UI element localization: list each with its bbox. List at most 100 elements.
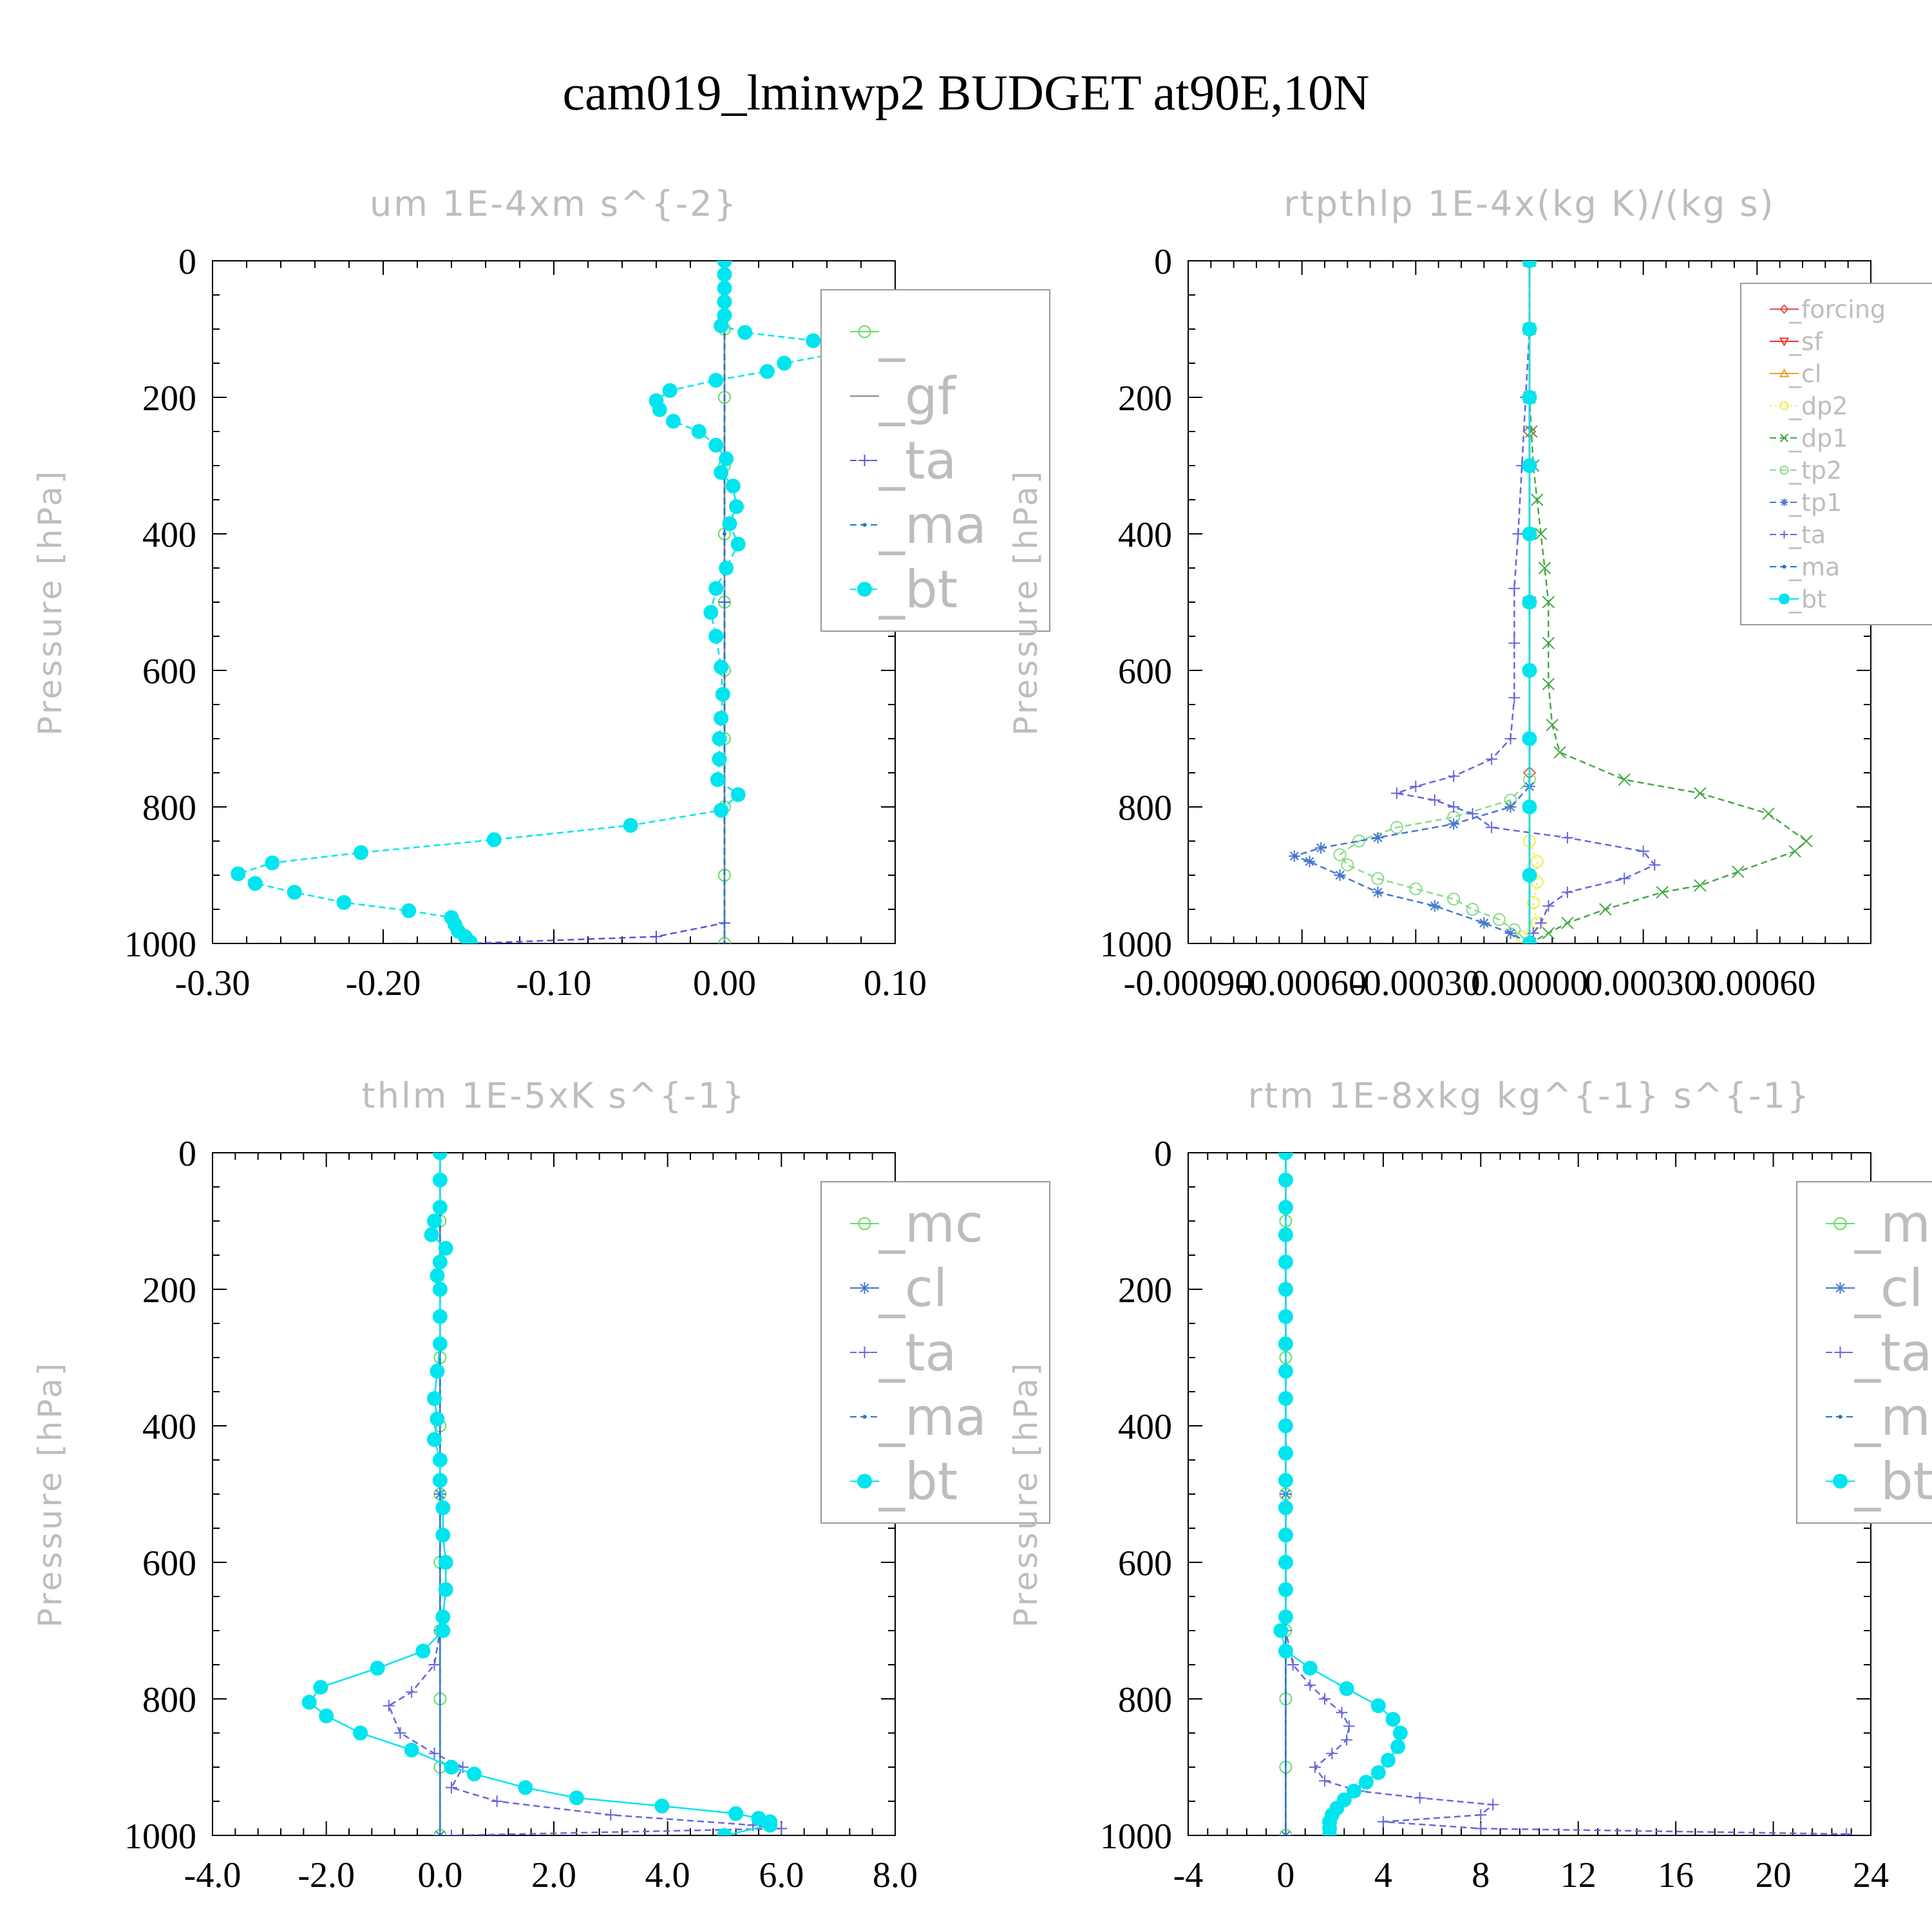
data-point: [1278, 1445, 1293, 1461]
series-bt-4: [231, 261, 848, 943]
legend-marker: [1780, 498, 1788, 506]
data-point: [1370, 1698, 1386, 1714]
legend-marker: [1782, 565, 1786, 569]
data-point: [427, 1391, 442, 1406]
data-point: [729, 499, 744, 515]
data-point: [319, 1709, 334, 1723]
legend-label: _sf: [1788, 327, 1824, 355]
legend-label: _ta: [1854, 1323, 1932, 1383]
data-point: [1535, 917, 1547, 929]
data-point: [1315, 842, 1327, 854]
y-tick-label: 600: [1118, 1544, 1172, 1584]
data-point: [666, 413, 681, 429]
series-bt-9: [1522, 261, 1537, 943]
y-tick-label: 400: [142, 1407, 196, 1447]
data-point: [353, 1725, 368, 1741]
legend-label: _ma: [878, 1387, 987, 1447]
data-point: [1278, 1363, 1293, 1379]
y-tick-label: 600: [142, 652, 196, 692]
data-point: [1273, 1623, 1289, 1638]
legend-label: _ta: [878, 1323, 956, 1383]
x-tick-label: 8.0: [873, 1855, 918, 1895]
data-point: [1762, 807, 1775, 820]
data-point: [430, 1268, 445, 1283]
x-tick-label: 0.00000: [1471, 963, 1588, 1003]
panel-title: rtpthlp 1E-4x(kg K)/(kg s): [1283, 184, 1775, 224]
data-point: [1800, 835, 1813, 848]
data-point: [287, 885, 302, 900]
data-point: [1385, 1712, 1401, 1727]
data-point: [1656, 886, 1669, 899]
legend: _mc_cl_ta_ma_bt: [820, 1181, 1050, 1524]
data-point: [1333, 848, 1347, 862]
series-line: [1280, 1153, 1401, 1835]
data-point: [301, 1694, 317, 1710]
data-point: [1475, 1809, 1487, 1821]
data-point: [1526, 896, 1540, 909]
x-tick-label: 0: [1276, 1855, 1294, 1895]
data-point: [762, 1817, 778, 1833]
data-point: [730, 787, 746, 802]
series-bt-4: [1273, 1153, 1408, 1835]
legend-label: _mc: [878, 1194, 983, 1254]
x-tick-label: 0.00: [693, 963, 756, 1003]
data-point: [435, 1609, 451, 1625]
series-tp2-5: [1333, 261, 1536, 943]
series-ta-2: [1280, 1153, 1853, 1835]
data-point: [432, 1309, 448, 1324]
data-point: [432, 1336, 448, 1352]
data-point: [717, 294, 732, 310]
legend-marker: [1834, 1347, 1846, 1358]
legend-box: [1796, 1181, 1932, 1524]
legend-marker: [1779, 401, 1789, 410]
y-tick-label: 1000: [1100, 925, 1172, 965]
data-point: [1522, 526, 1537, 542]
y-tick-label: 200: [1118, 379, 1172, 419]
legend-marker: [1779, 466, 1789, 475]
data-point: [759, 364, 775, 379]
data-point: [714, 465, 729, 480]
x-tick-label: -0.00030: [1351, 963, 1481, 1003]
data-point: [1302, 1660, 1318, 1676]
legend-marker: [1838, 1415, 1842, 1419]
data-point: [730, 536, 746, 552]
legend-label: _mc: [1854, 1194, 1932, 1254]
series-tp1-6: [1288, 261, 1535, 943]
data-point: [703, 605, 719, 620]
data-point: [710, 772, 725, 788]
panel-title: um 1E-4xm s^{-2}: [370, 184, 738, 224]
data-point: [1599, 903, 1612, 916]
data-point: [775, 1823, 788, 1835]
data-point: [1466, 903, 1479, 916]
legend-label: _dp2: [1788, 392, 1848, 420]
data-point: [1542, 927, 1555, 940]
data-point: [432, 1153, 448, 1160]
x-tick-label: 6.0: [759, 1855, 804, 1895]
data-point: [708, 437, 724, 453]
legend-label: _cl: [1854, 1258, 1923, 1318]
data-point: [432, 1282, 448, 1297]
data-point: [1410, 781, 1422, 793]
x-tick-label: -0.10: [516, 963, 592, 1003]
data-point: [1522, 594, 1537, 610]
legend-label: _bt: [1854, 1452, 1932, 1511]
data-point: [1278, 1500, 1293, 1515]
data-point: [1478, 917, 1490, 929]
data-point: [231, 866, 246, 882]
data-point: [1486, 753, 1498, 765]
data-point: [1475, 1823, 1487, 1835]
legend-marker: [1780, 531, 1788, 538]
data-point: [336, 895, 352, 910]
legend-label: _bt: [878, 1452, 958, 1511]
legend-entry: _ma: [1770, 553, 1840, 581]
legend-label: _cl: [878, 1258, 947, 1318]
data-point: [435, 1623, 451, 1638]
data-point: [1504, 733, 1517, 744]
data-point: [1380, 1752, 1396, 1768]
x-tick-label: 20: [1756, 1855, 1792, 1895]
data-point: [652, 402, 667, 417]
data-point: [623, 818, 638, 833]
data-point: [1278, 1255, 1293, 1270]
x-tick-label: -0.00060: [1237, 963, 1367, 1003]
x-tick-label: -2.0: [298, 1855, 355, 1895]
